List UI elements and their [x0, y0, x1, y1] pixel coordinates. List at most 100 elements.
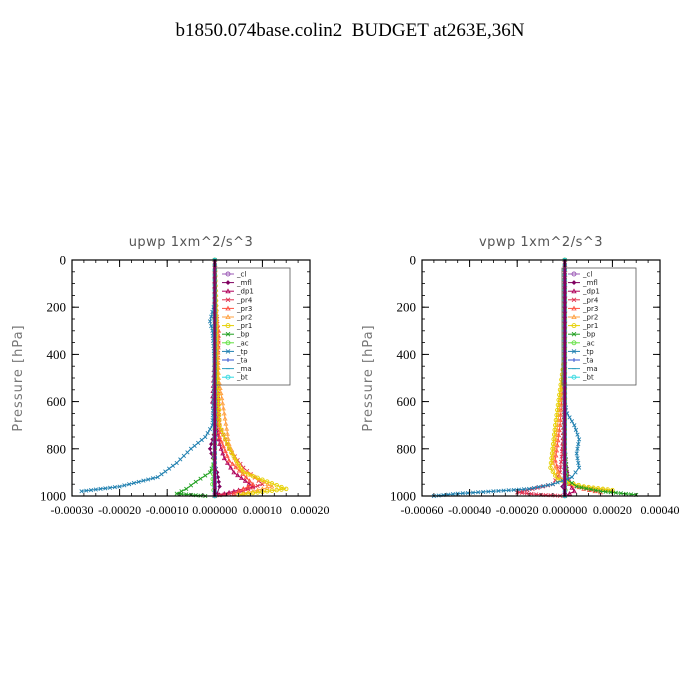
data-point: [574, 451, 579, 456]
y-tick-label: 200: [397, 300, 417, 315]
legend-label: _cl: [582, 271, 592, 279]
data-point: [531, 485, 536, 491]
data-point: [207, 427, 213, 432]
chart-title: upwp 1xm^2/s^3: [129, 235, 254, 250]
data-point: [103, 486, 108, 491]
data-point: [549, 455, 554, 461]
data-point: [552, 457, 558, 463]
data-point: [555, 417, 561, 422]
data-point: [196, 440, 201, 446]
data-point: [250, 485, 255, 490]
data-point: [188, 446, 194, 451]
data-point: [245, 483, 251, 489]
x-tick-label: -0.00040: [448, 503, 491, 517]
data-point: [269, 488, 275, 493]
data-point: [592, 488, 598, 494]
data-point: [209, 441, 214, 447]
data-point: [209, 323, 214, 329]
data-point: [555, 407, 560, 413]
data-point: [554, 463, 560, 468]
data-point: [219, 427, 224, 433]
data-point: [558, 465, 563, 470]
legend-marker: [225, 340, 231, 346]
legend-box: [215, 267, 291, 386]
y-tick-label: 400: [47, 347, 67, 362]
data-point: [574, 484, 579, 489]
data-point: [524, 491, 529, 496]
data-point: [170, 463, 176, 468]
data-point: [223, 421, 229, 426]
data-point: [526, 486, 532, 492]
data-point: [217, 385, 223, 391]
legend-label: _dp1: [236, 288, 254, 296]
data-point: [242, 478, 248, 483]
data-point: [155, 475, 160, 480]
data-point: [274, 482, 279, 488]
data-point: [550, 482, 556, 487]
data-point: [221, 432, 226, 437]
data-point: [553, 452, 559, 458]
data-point: [224, 426, 230, 431]
data-point: [556, 412, 562, 417]
x-tick-label: -0.00020: [496, 503, 539, 517]
data-point: [246, 481, 252, 486]
data-point: [141, 478, 146, 483]
data-point: [556, 397, 561, 403]
legend-label: _tp: [582, 348, 594, 356]
data-point: [184, 486, 189, 492]
series-pr1: [548, 257, 615, 493]
data-point: [613, 490, 618, 495]
legend-marker: [225, 314, 231, 319]
y-tick-label: 800: [47, 441, 67, 456]
data-point: [217, 441, 223, 446]
data-point: [238, 466, 244, 471]
data-point: [550, 446, 555, 452]
data-point: [185, 450, 190, 455]
data-point: [555, 402, 561, 408]
data-point: [250, 481, 256, 487]
data-point: [216, 407, 222, 413]
data-point: [550, 460, 556, 465]
data-point: [207, 319, 213, 324]
data-point: [551, 437, 556, 442]
legend-label: _mfl: [582, 279, 598, 287]
page-title: b1850.074base.colin2 BUDGET at263E,36N: [175, 20, 525, 41]
legend-label: _mfl: [236, 279, 252, 287]
data-point: [576, 465, 582, 470]
data-point: [555, 477, 560, 482]
data-point: [575, 446, 580, 451]
legend-marker: [225, 297, 231, 303]
data-point: [226, 491, 232, 496]
series-line: [81, 302, 216, 492]
data-point: [264, 489, 270, 494]
data-point: [593, 488, 598, 493]
data-point: [573, 427, 579, 433]
data-point: [238, 475, 244, 480]
data-point: [623, 491, 629, 496]
data-point: [224, 453, 230, 458]
x-tick-label: 0.000000: [542, 503, 587, 517]
data-point: [127, 482, 132, 487]
data-point: [198, 476, 203, 481]
x-tick-label: 0.00020: [593, 503, 632, 517]
data-point: [93, 487, 98, 492]
legend-label: _cl: [236, 271, 246, 279]
legend-marker: [571, 323, 577, 329]
legend-label: _bt: [236, 374, 248, 382]
data-point: [217, 422, 222, 428]
data-point: [209, 314, 214, 319]
legend-marker: [225, 323, 231, 329]
data-point: [475, 490, 481, 495]
data-point: [88, 487, 94, 493]
data-point: [240, 491, 246, 496]
legend-label: _ta: [236, 357, 248, 365]
data-point: [481, 489, 486, 495]
data-point: [450, 491, 456, 497]
x-tick-label: -0.00060: [401, 503, 444, 517]
plot-frame: [71, 259, 311, 497]
plot-frame: [421, 259, 661, 497]
y-tick-label: 1000: [40, 489, 66, 504]
data-point: [231, 491, 237, 496]
data-point: [231, 469, 237, 475]
